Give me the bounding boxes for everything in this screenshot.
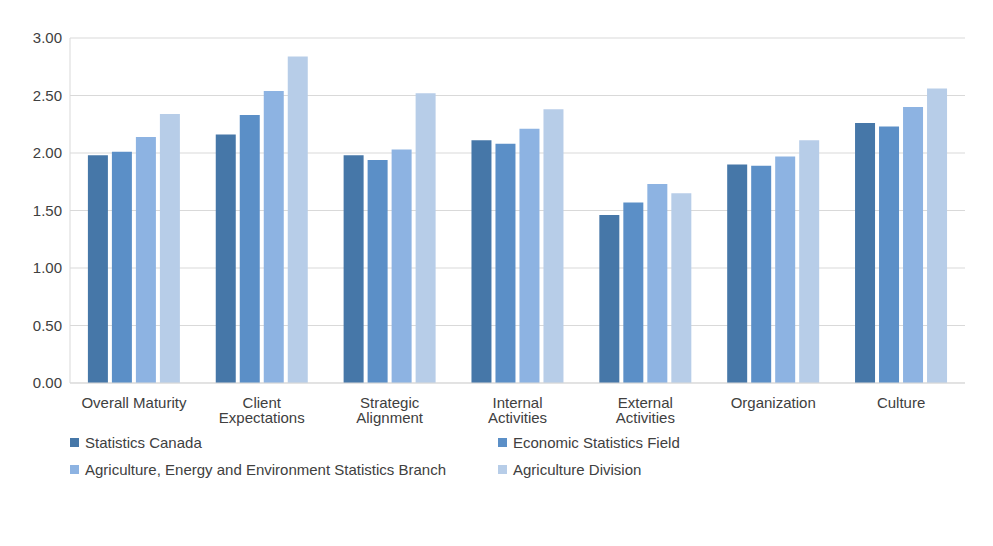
svg-text:Organization: Organization [731,394,816,411]
svg-text:Overall Maturity: Overall Maturity [81,394,187,411]
svg-text:1.00: 1.00 [33,259,62,276]
svg-text:ExternalActivities: ExternalActivities [616,394,675,426]
html-text:Statistics Canada: Statistics Canada [85,434,202,451]
html-text:Economic Statistics Field: Economic Statistics Field [513,434,680,451]
svg-text:Culture: Culture [877,394,925,411]
svg-text:0.00: 0.00 [33,374,62,391]
svg-text:InternalActivities: InternalActivities [488,394,547,426]
svg-text:2.00: 2.00 [33,144,62,161]
svg-text:ClientExpectations: ClientExpectations [219,394,305,426]
html-text:Agriculture, Energy and Enviro: Agriculture, Energy and Environment Stat… [85,461,446,478]
svg-text:StrategicAlignment: StrategicAlignment [356,394,424,426]
svg-text:3.00: 3.00 [33,29,62,46]
svg-text:0.50: 0.50 [33,317,62,334]
svg-text:2.50: 2.50 [33,87,62,104]
html-text:Agriculture Division: Agriculture Division [513,461,642,478]
svg-text:1.50: 1.50 [33,202,62,219]
